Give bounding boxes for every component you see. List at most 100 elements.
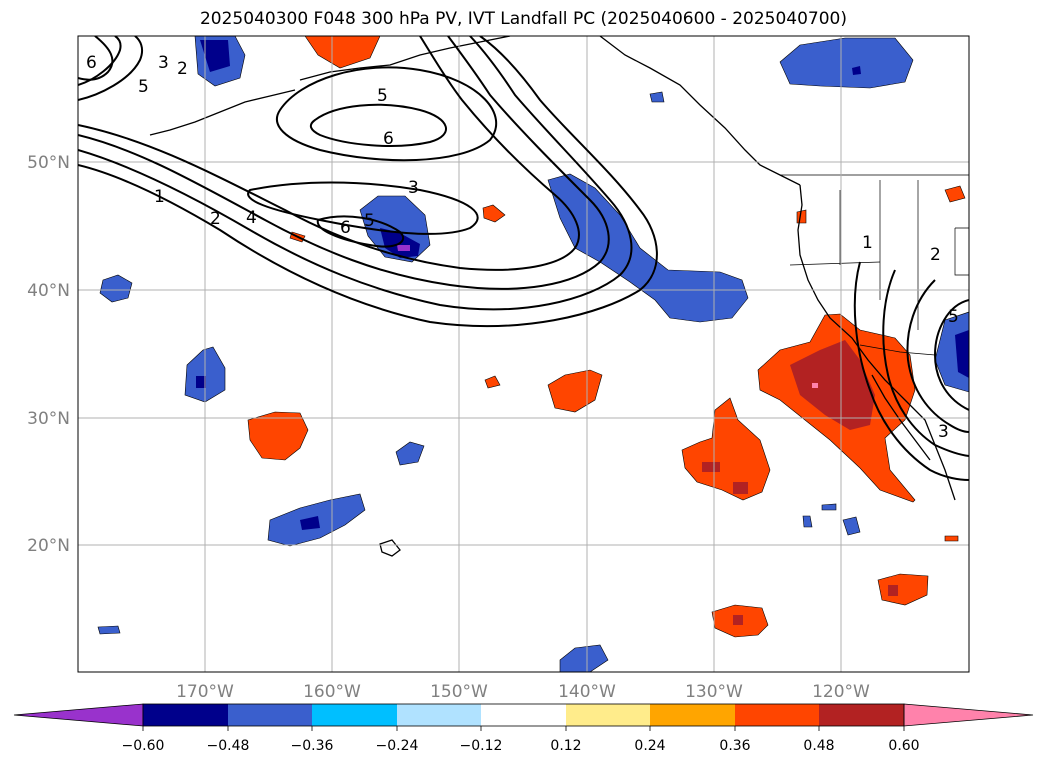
pos-core-16n xyxy=(888,585,898,596)
pos-core-27n-east-2 xyxy=(733,482,748,494)
colorbar-tick-label: −0.60 xyxy=(122,738,165,754)
colorbar-tick-label: −0.48 xyxy=(207,738,250,754)
contour-label: 2 xyxy=(210,209,221,229)
colorbar-segment xyxy=(650,704,735,726)
neg-patch-27n xyxy=(395,441,425,466)
pos-patch-top xyxy=(304,36,381,69)
contour-inner-5 xyxy=(247,181,479,235)
neg-core-hawaii xyxy=(300,516,320,530)
lat-label-40n: 40°N xyxy=(27,281,70,301)
us-mexico-border xyxy=(859,344,936,356)
neg-patch-tiny-1 xyxy=(97,625,121,635)
canada-coast xyxy=(599,36,801,186)
neg-core-34n xyxy=(196,376,206,388)
pos-core-27n-east-1 xyxy=(702,462,720,472)
colorbar-ticks xyxy=(142,726,905,731)
contour-east-1 xyxy=(853,261,969,481)
pv-fill-patches xyxy=(97,36,969,672)
map-area: 6 3 2 5 5 6 3 1 2 4 6 5 1 2 5 3 xyxy=(78,36,969,672)
hawaii-islands xyxy=(379,539,401,557)
neg-patch-north-pacific xyxy=(547,173,749,323)
colorbar-segment xyxy=(312,704,397,726)
contour-label: 5 xyxy=(377,86,388,106)
aleutian-islands xyxy=(149,89,296,136)
lat-label-30n: 30°N xyxy=(27,409,70,429)
neg-patch-bottom xyxy=(559,644,609,672)
colorbar-segment xyxy=(735,704,819,726)
colorbar-tick-label: 0.24 xyxy=(634,738,665,754)
pos-patch-27n-east xyxy=(681,397,771,501)
contour-4 xyxy=(78,36,580,271)
contour-labels: 6 3 2 5 5 6 3 1 2 4 6 5 1 2 5 3 xyxy=(86,53,959,442)
colorbar-tick-label: −0.12 xyxy=(460,738,503,754)
lat-label-20n: 20°N xyxy=(27,536,70,556)
pos-max-coast xyxy=(812,383,818,388)
pos-patch-28n xyxy=(247,411,309,461)
lon-labels: 170°W 160°W 150°W 140°W 130°W 120°W xyxy=(176,682,870,702)
neg-patch-tiny-3 xyxy=(802,515,813,528)
neg-patch-40n xyxy=(99,274,133,303)
colorbar-segment xyxy=(397,704,481,726)
contour-label: 3 xyxy=(408,178,419,198)
contour-label: 1 xyxy=(154,187,165,207)
contour-top-left-2 xyxy=(78,36,122,86)
contour-east-2 xyxy=(882,269,969,457)
colorbar-tick-labels: −0.60 −0.48 −0.36 −0.24 −0.12 0.12 0.24 … xyxy=(122,738,920,754)
map-frame xyxy=(77,35,970,673)
colorbar-extend-low xyxy=(13,703,144,727)
lon-label-130w: 130°W xyxy=(685,682,743,702)
colorbar-tick-label: −0.24 xyxy=(376,738,419,754)
neg-core-top-left xyxy=(200,40,230,72)
colorbar: −0.60 −0.48 −0.36 −0.24 −0.12 0.12 0.24 … xyxy=(13,703,1034,754)
lon-label-150w: 150°W xyxy=(430,682,488,702)
lat-labels: 50°N 40°N 30°N 20°N xyxy=(27,153,70,556)
contour-label: 6 xyxy=(340,218,351,238)
colorbar-segment xyxy=(481,704,566,726)
pos-patch-small-2 xyxy=(484,375,501,389)
neg-core-right-edge xyxy=(955,330,969,378)
lon-label-170w: 170°W xyxy=(176,682,234,702)
ivt-contours xyxy=(78,36,969,481)
neg-patch-top-right xyxy=(779,37,914,89)
colorbar-segment xyxy=(566,704,650,726)
pos-patch-small-1 xyxy=(482,204,506,223)
pos-patch-16n xyxy=(877,573,929,606)
contour-label: 5 xyxy=(138,77,149,97)
pos-patch-small-3 xyxy=(944,185,966,203)
colorbar-tick-label: 0.48 xyxy=(803,738,834,754)
colorbar-tick-label: 0.60 xyxy=(888,738,919,754)
contour-label: 3 xyxy=(158,53,169,73)
colorbar-tick-label: −0.36 xyxy=(291,738,334,754)
colorbar-segment xyxy=(819,704,904,726)
contour-label: 2 xyxy=(930,245,941,265)
figure-title: 2025040300 F048 300 hPa PV, IVT Landfall… xyxy=(199,9,847,29)
pos-core-coast xyxy=(790,340,875,430)
lon-label-140w: 140°W xyxy=(558,682,616,702)
state-border-1 xyxy=(789,261,881,266)
coastlines xyxy=(149,36,956,557)
alaska-coast xyxy=(299,36,511,81)
lon-label-160w: 160°W xyxy=(303,682,361,702)
neg-center-mid xyxy=(397,245,410,251)
contour-3 xyxy=(78,36,610,290)
contour-label: 5 xyxy=(948,307,959,327)
colorbar-tick-label: 0.36 xyxy=(719,738,750,754)
contour-east-4 xyxy=(933,299,969,411)
contour-east-3 xyxy=(906,279,969,433)
pos-patch-small-6 xyxy=(944,535,959,542)
contour-top-left-1 xyxy=(78,36,144,101)
contour-2 xyxy=(78,36,633,311)
contour-5-high xyxy=(275,66,497,162)
us-west-coast xyxy=(797,184,956,501)
pos-core-14n xyxy=(733,615,743,625)
lat-lon-grid xyxy=(78,36,969,672)
contour-label: 5 xyxy=(364,211,375,231)
contour-1 xyxy=(78,36,658,328)
contour-inner-6 xyxy=(316,215,405,248)
contour-label: 1 xyxy=(862,233,873,253)
colorbar-extend-high xyxy=(903,703,1034,727)
colorbar-tick-label: 0.12 xyxy=(550,738,581,754)
lat-label-50n: 50°N xyxy=(27,153,70,173)
lon-label-120w: 120°W xyxy=(812,682,870,702)
contour-label: 3 xyxy=(938,422,949,442)
